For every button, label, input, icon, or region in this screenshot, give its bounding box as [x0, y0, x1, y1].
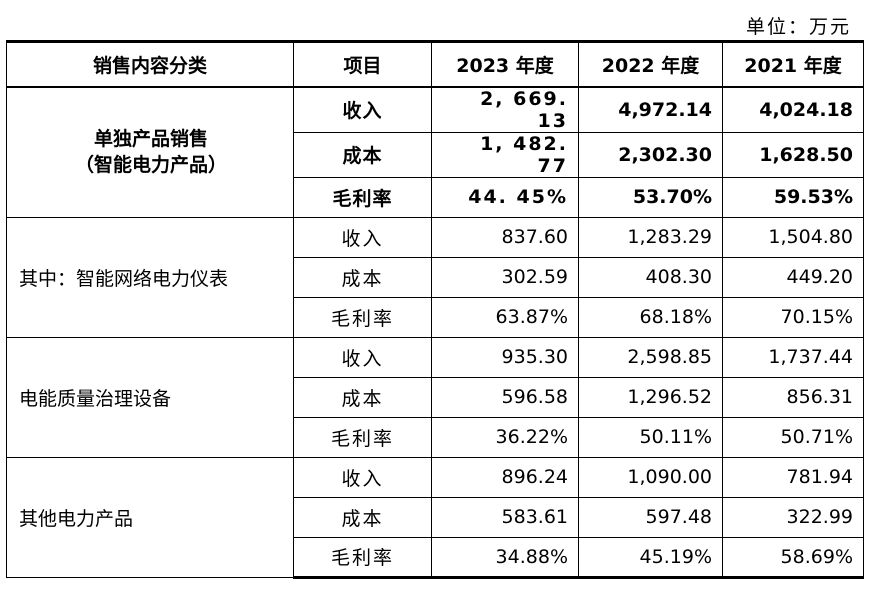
value-2023: 63.87%	[431, 296, 579, 338]
table-row: 毛利率 44. 45% 53.70% 59.53%	[7, 176, 864, 218]
table-row: 毛利率 36.22% 50.11% 50.71%	[7, 416, 864, 458]
category-line: 单独产品销售	[93, 128, 208, 150]
value-2022: 1,283.29	[578, 216, 723, 258]
value-2023: 44. 45%	[431, 176, 579, 218]
item-cell: 毛利率	[293, 416, 432, 458]
value-2022: 597.48	[578, 496, 723, 538]
value-2021: 59.53%	[722, 176, 864, 218]
value-2021: 1,628.50	[722, 131, 864, 178]
table-row: 电能质量治理设备 收入 935.30 2,598.85 1,737.44	[6, 336, 864, 458]
item-cell: 毛利率	[293, 536, 432, 579]
value-2023: 896.24	[431, 456, 579, 498]
value-2022: 4,972.14	[578, 86, 723, 133]
table-row: 毛利率 34.88% 45.19% 58.69%	[7, 536, 864, 579]
value-2023: 935.30	[431, 336, 579, 378]
value-2023: 1, 482. 77	[431, 131, 579, 178]
value-2023: 34.88%	[431, 536, 579, 579]
value-2023: 302.59	[431, 256, 579, 298]
value-2022: 53.70%	[578, 176, 723, 218]
value-2022: 2,598.85	[578, 336, 723, 378]
item-cell: 毛利率	[293, 296, 432, 338]
item-cell: 收入	[293, 86, 432, 133]
category-cell: 电能质量治理设备	[6, 336, 294, 458]
category-cell: 其他电力产品	[6, 456, 294, 578]
item-cell: 成本	[293, 496, 432, 538]
value-2021: 70.15%	[722, 296, 864, 338]
value-2021: 1,737.44	[722, 336, 864, 378]
value-2023: 36.22%	[431, 416, 579, 458]
value-2022: 45.19%	[578, 536, 723, 579]
header-2022: 2022 年度	[578, 40, 723, 88]
item-cell: 收入	[293, 336, 432, 378]
table-row: 成本 583.61 597.48 322.99	[7, 496, 864, 538]
value-2022: 68.18%	[578, 296, 723, 338]
category-cell: 其中：智能网络电力仪表	[6, 216, 294, 338]
category-line: （智能电力产品）	[74, 154, 227, 176]
value-2023: 837.60	[431, 216, 579, 258]
value-2021: 449.20	[722, 256, 864, 298]
unit-label: 单位：万元	[745, 16, 851, 38]
value-2022: 1,296.52	[578, 376, 723, 418]
item-cell: 成本	[293, 131, 432, 178]
value-2021: 4,024.18	[722, 86, 864, 133]
value-2021: 856.31	[722, 376, 864, 418]
category-cell: 单独产品销售 （智能电力产品）	[6, 86, 294, 218]
value-2021: 781.94	[722, 456, 864, 498]
item-cell: 收入	[293, 456, 432, 498]
header-category: 销售内容分类	[6, 40, 294, 88]
table-row: 成本 596.58 1,296.52 856.31	[7, 376, 864, 418]
item-cell: 成本	[293, 376, 432, 418]
value-2022: 1,090.00	[578, 456, 723, 498]
value-2022: 50.11%	[578, 416, 723, 458]
value-2021: 58.69%	[722, 536, 864, 579]
value-2023: 596.58	[431, 376, 579, 418]
value-2023: 2, 669. 13	[431, 86, 579, 133]
table-header-row: 销售内容分类 项目 2023 年度 2022 年度 2021 年度	[6, 40, 864, 88]
value-2022: 408.30	[578, 256, 723, 298]
value-2021: 1,504.80	[722, 216, 864, 258]
table-row: 单独产品销售 （智能电力产品） 收入 2, 669. 13 4,972.14 4…	[6, 86, 864, 218]
table-row: 成本 1, 482. 77 2,302.30 1,628.50	[7, 131, 864, 178]
value-2022: 2,302.30	[578, 131, 723, 178]
item-cell: 收入	[293, 216, 432, 258]
header-2023: 2023 年度	[431, 40, 579, 88]
header-item: 项目	[293, 40, 432, 88]
item-cell: 成本	[293, 256, 432, 298]
value-2021: 322.99	[722, 496, 864, 538]
value-2023: 583.61	[431, 496, 579, 538]
table-row: 其中：智能网络电力仪表 收入 837.60 1,283.29 1,504.80	[6, 216, 864, 338]
value-2021: 50.71%	[722, 416, 864, 458]
table-row: 其他电力产品 收入 896.24 1,090.00 781.94	[6, 456, 864, 578]
sales-table: 销售内容分类 项目 2023 年度 2022 年度 2021 年度 单独产品销售…	[6, 40, 864, 579]
item-cell: 毛利率	[293, 176, 432, 218]
header-2021: 2021 年度	[722, 40, 864, 88]
